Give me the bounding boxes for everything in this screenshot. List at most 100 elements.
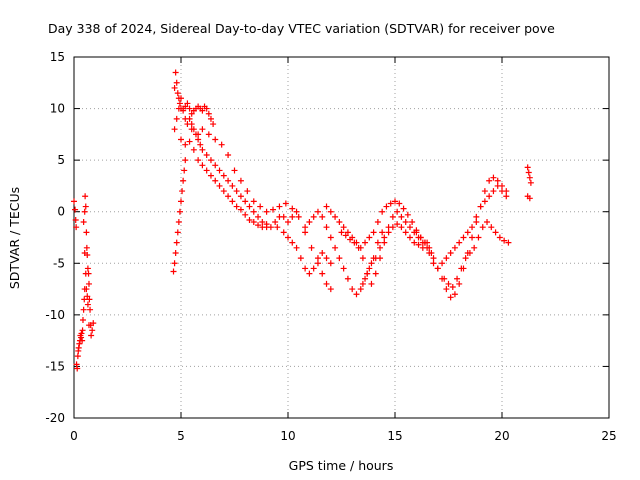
- data-point: [443, 286, 450, 293]
- data-point: [347, 236, 354, 243]
- data-point: [379, 208, 386, 215]
- data-point: [385, 229, 392, 236]
- data-point: [82, 203, 89, 210]
- data-point: [81, 249, 88, 256]
- data-point: [379, 229, 386, 236]
- data-point: [186, 105, 193, 112]
- series-seg-late-c: [441, 219, 512, 291]
- x-tick-label: 15: [387, 429, 402, 443]
- data-point: [527, 179, 534, 186]
- x-tick-label: 10: [280, 429, 295, 443]
- data-point: [368, 260, 375, 267]
- y-tick-label: -15: [45, 359, 65, 373]
- y-tick-label: 5: [57, 153, 65, 167]
- grid: [74, 57, 609, 418]
- data-point: [255, 222, 262, 229]
- data-point: [426, 249, 433, 256]
- data-point: [246, 216, 253, 223]
- data-point: [409, 219, 416, 226]
- data-point: [526, 174, 533, 181]
- data-point: [186, 115, 193, 122]
- data-point: [342, 232, 349, 239]
- data-point: [182, 157, 189, 164]
- data-point: [75, 344, 82, 351]
- data-point: [237, 177, 244, 184]
- data-point: [242, 198, 249, 205]
- data-point: [180, 105, 187, 112]
- x-tick-labels: 0 5 10 15 20 25: [70, 429, 616, 443]
- data-point: [484, 219, 491, 226]
- data-point: [332, 244, 339, 251]
- data-point: [244, 188, 251, 195]
- data-point: [310, 265, 317, 272]
- x-axis-label: GPS time / hours: [289, 458, 394, 473]
- data-point: [469, 234, 476, 241]
- data-point: [464, 229, 471, 236]
- chart-title: Day 338 of 2024, Sidereal Day-to-day VTE…: [48, 21, 555, 36]
- data-point: [447, 294, 454, 301]
- data-point: [171, 260, 178, 267]
- data-point: [383, 203, 390, 210]
- data-point: [314, 260, 321, 267]
- data-point: [171, 126, 178, 133]
- data-point: [451, 244, 458, 251]
- data-point: [171, 84, 178, 91]
- data-point: [82, 270, 89, 277]
- series-seg-peak-a: [171, 69, 217, 128]
- data-point: [374, 219, 381, 226]
- data-point: [443, 255, 450, 262]
- data-point: [488, 224, 495, 231]
- data-point: [172, 69, 179, 76]
- data-point: [195, 136, 202, 143]
- data-point: [229, 198, 236, 205]
- data-point: [501, 237, 508, 244]
- axis-ticks: [73, 56, 610, 419]
- data-point: [250, 208, 257, 215]
- data-point: [481, 188, 488, 195]
- data-point: [411, 239, 418, 246]
- data-point: [492, 229, 499, 236]
- data-point: [250, 219, 257, 226]
- data-point: [460, 234, 467, 241]
- data-point: [72, 206, 79, 213]
- data-point: [79, 337, 86, 344]
- data-point: [372, 255, 379, 262]
- data-point: [458, 265, 465, 272]
- data-point: [276, 203, 283, 210]
- data-point: [186, 138, 193, 145]
- data-point: [336, 219, 343, 226]
- data-point: [289, 213, 296, 220]
- data-point: [526, 195, 533, 202]
- data-point: [421, 239, 428, 246]
- data-point: [179, 188, 186, 195]
- data-point: [413, 229, 420, 236]
- data-point: [184, 100, 191, 107]
- data-point: [216, 182, 223, 189]
- data-point: [205, 131, 212, 138]
- data-point: [197, 141, 204, 148]
- data-point: [456, 239, 463, 246]
- data-point: [327, 234, 334, 241]
- data-point: [83, 286, 90, 293]
- data-point: [170, 268, 177, 275]
- data-point: [85, 322, 92, 329]
- data-point: [90, 320, 97, 327]
- y-tick-label: 0: [57, 205, 65, 219]
- data-point: [72, 216, 79, 223]
- data-point: [402, 229, 409, 236]
- data-point: [415, 241, 422, 248]
- data-point: [280, 213, 287, 220]
- data-point: [78, 330, 85, 337]
- data-point: [188, 110, 195, 117]
- y-tick-label: 15: [50, 50, 65, 64]
- series-seg-peak-c: [178, 136, 270, 231]
- data-point: [439, 260, 446, 267]
- data-point: [285, 234, 291, 241]
- data-point: [237, 193, 244, 200]
- data-point: [462, 255, 469, 262]
- y-axis-label: SDTVAR / TECUs: [7, 187, 22, 289]
- data-point: [473, 219, 480, 226]
- data-point: [319, 249, 326, 256]
- series-seg-rise: [170, 157, 189, 275]
